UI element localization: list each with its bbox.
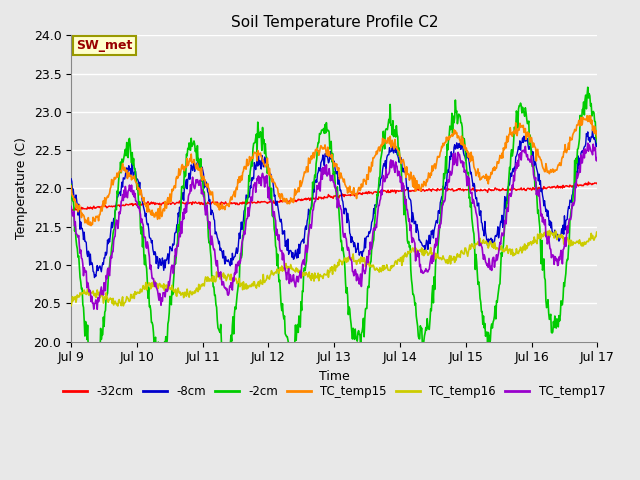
TC_temp15	[419, 183, 426, 189]
TC_temp17	[593, 155, 601, 160]
-2cm	[253, 131, 260, 137]
TC_temp15	[130, 175, 138, 181]
TC_temp16	[545, 228, 553, 233]
TC_temp16	[130, 291, 138, 297]
-32cm	[418, 188, 426, 194]
TC_temp17	[584, 140, 591, 146]
TC_temp15	[227, 196, 234, 202]
-2cm	[584, 84, 591, 90]
TC_temp15	[67, 183, 75, 189]
TC_temp17	[253, 183, 260, 189]
Y-axis label: Temperature (C): Temperature (C)	[15, 138, 28, 240]
-32cm	[129, 203, 137, 209]
Text: SW_met: SW_met	[76, 39, 132, 52]
TC_temp16	[253, 285, 260, 291]
-2cm	[593, 140, 601, 145]
TC_temp15	[273, 184, 280, 190]
Line: -32cm: -32cm	[71, 182, 597, 211]
-32cm	[67, 208, 75, 214]
TC_temp15	[583, 113, 591, 119]
-32cm	[226, 200, 234, 205]
-2cm	[419, 343, 426, 348]
-32cm	[593, 181, 601, 187]
TC_temp15	[593, 135, 601, 141]
-8cm	[130, 174, 138, 180]
-8cm	[389, 148, 397, 154]
Line: TC_temp15: TC_temp15	[71, 116, 597, 226]
TC_temp16	[419, 252, 426, 258]
TC_temp17	[93, 306, 101, 312]
TC_temp15	[87, 223, 95, 228]
-8cm	[589, 127, 596, 132]
-32cm	[584, 179, 592, 185]
TC_temp16	[389, 264, 397, 269]
-8cm	[91, 275, 99, 280]
Title: Soil Temperature Profile C2: Soil Temperature Profile C2	[230, 15, 438, 30]
-2cm	[273, 245, 280, 251]
TC_temp16	[273, 270, 280, 276]
X-axis label: Time: Time	[319, 370, 349, 383]
-2cm	[130, 156, 138, 161]
-2cm	[67, 182, 75, 188]
-32cm	[252, 200, 260, 206]
TC_temp17	[67, 204, 75, 209]
Line: TC_temp17: TC_temp17	[71, 143, 597, 309]
-32cm	[272, 201, 280, 206]
TC_temp17	[273, 232, 280, 238]
TC_temp17	[389, 158, 397, 164]
TC_temp16	[114, 303, 122, 309]
TC_temp17	[227, 284, 234, 290]
-2cm	[227, 341, 234, 347]
Legend: -32cm, -8cm, -2cm, TC_temp15, TC_temp16, TC_temp17: -32cm, -8cm, -2cm, TC_temp15, TC_temp16,…	[59, 381, 610, 403]
-2cm	[389, 118, 397, 124]
TC_temp16	[67, 302, 75, 308]
TC_temp17	[419, 270, 426, 276]
-8cm	[227, 263, 234, 269]
Line: -2cm: -2cm	[71, 87, 597, 371]
TC_temp16	[227, 277, 234, 283]
Line: -8cm: -8cm	[71, 130, 597, 277]
TC_temp17	[130, 188, 138, 193]
TC_temp15	[389, 140, 397, 146]
-8cm	[593, 138, 601, 144]
-32cm	[388, 187, 396, 193]
Line: TC_temp16: TC_temp16	[71, 230, 597, 306]
-8cm	[273, 203, 280, 208]
TC_temp15	[253, 151, 260, 157]
-8cm	[419, 243, 426, 249]
-8cm	[67, 176, 75, 182]
TC_temp16	[593, 232, 601, 238]
-8cm	[253, 162, 260, 168]
-2cm	[90, 368, 98, 374]
